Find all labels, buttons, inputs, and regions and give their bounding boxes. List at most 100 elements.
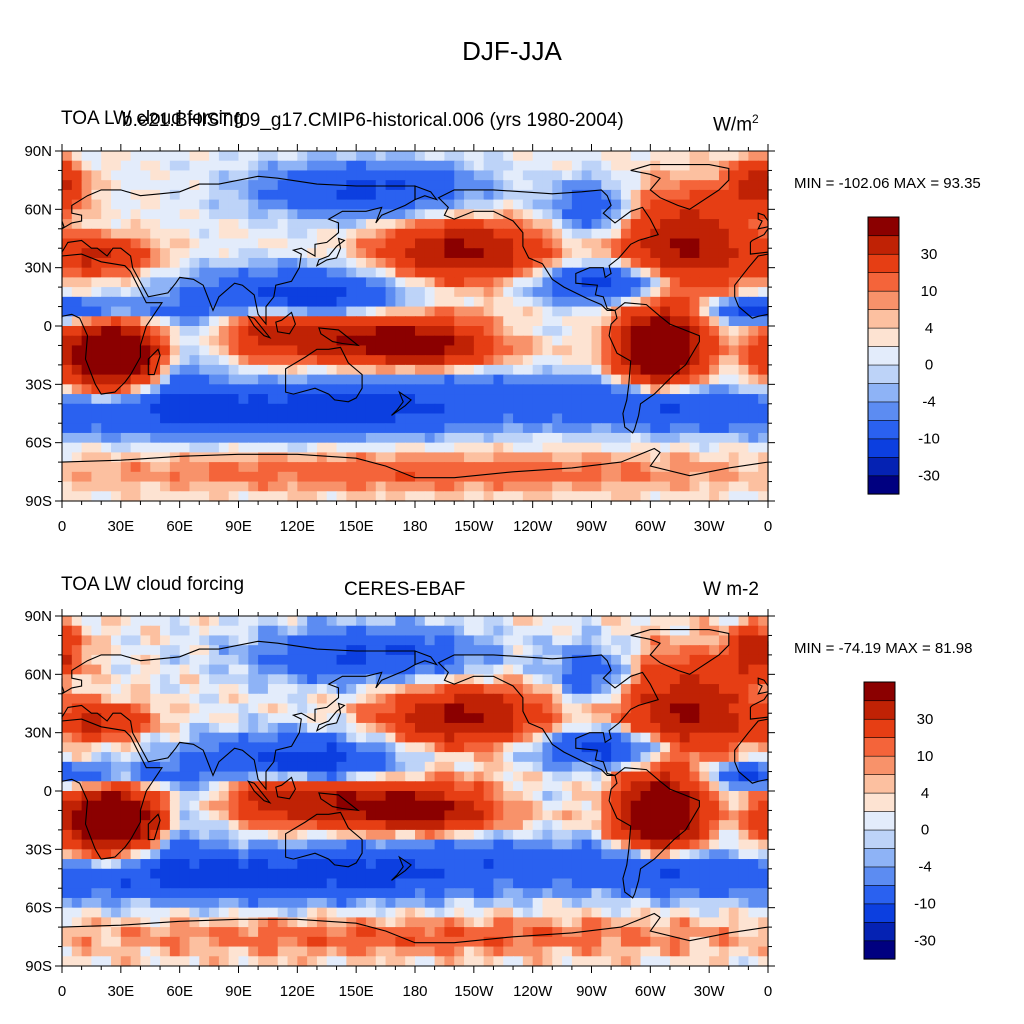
field-cell	[454, 888, 465, 899]
field-cell	[405, 625, 416, 637]
field-cell	[375, 326, 387, 337]
field-cell	[709, 829, 720, 841]
field-cell	[669, 189, 681, 201]
field-cell	[356, 335, 367, 347]
field-cell	[581, 238, 593, 249]
field-cell	[689, 664, 700, 675]
field-cell	[297, 703, 308, 714]
field-cell	[326, 732, 338, 743]
field-cell	[473, 384, 485, 395]
field-cell	[493, 491, 504, 502]
field-cell	[581, 693, 593, 705]
field-cell	[552, 693, 563, 705]
field-cell	[513, 384, 524, 395]
field-cell	[464, 326, 475, 337]
field-cell	[552, 219, 563, 230]
field-cell	[650, 384, 661, 395]
field-cell	[591, 771, 602, 782]
coastline-borneo	[275, 311, 297, 335]
field-cell	[424, 151, 436, 162]
field-cell	[620, 160, 632, 172]
field-cell	[218, 820, 230, 831]
field-cell	[365, 326, 377, 337]
field-cell	[620, 442, 632, 453]
field-cell	[346, 635, 357, 646]
field-cell	[365, 732, 377, 743]
field-cell	[62, 868, 73, 880]
field-cell	[395, 791, 406, 802]
field-cell	[542, 355, 553, 366]
field-cell	[601, 800, 612, 812]
field-cell	[718, 732, 730, 743]
field-cell	[454, 742, 465, 753]
field-cell	[571, 491, 583, 502]
field-cell	[522, 791, 534, 802]
field-cell	[287, 839, 298, 850]
field-cell	[532, 664, 544, 675]
field-cell	[91, 625, 102, 637]
field-cell	[287, 625, 298, 637]
field-cell	[699, 849, 710, 860]
field-cell	[748, 471, 759, 483]
field-cell	[248, 829, 259, 841]
field-cell	[454, 907, 465, 918]
field-cell	[650, 151, 661, 162]
field-cell	[218, 868, 230, 880]
field-cell	[267, 403, 279, 415]
field-cell	[532, 442, 544, 453]
field-cell	[473, 326, 485, 337]
field-cell	[179, 209, 191, 220]
field-cell	[150, 674, 161, 685]
field-cell	[738, 452, 749, 463]
field-cell	[679, 791, 691, 802]
field-cell	[581, 442, 593, 453]
field-cell	[444, 209, 455, 220]
field-cell	[336, 228, 347, 240]
field-cell	[150, 693, 161, 705]
field-cell	[120, 732, 132, 743]
field-cell	[699, 800, 710, 812]
field-cell	[728, 781, 740, 792]
field-cell	[91, 742, 102, 753]
field-cell	[542, 752, 553, 763]
field-cell	[316, 859, 328, 870]
field-cell	[130, 394, 142, 405]
field-cell	[669, 209, 681, 220]
field-cell	[689, 170, 700, 181]
field-cell	[709, 199, 720, 210]
field-cell	[581, 742, 593, 753]
field-cell	[336, 364, 347, 376]
field-cell	[199, 180, 210, 191]
field-cell	[326, 829, 338, 841]
field-cell	[738, 238, 749, 249]
field-cell	[405, 820, 416, 831]
field-cell	[218, 151, 230, 162]
field-cell	[699, 462, 710, 473]
field-cell	[601, 364, 612, 376]
field-cell	[160, 645, 171, 656]
field-cell	[395, 151, 406, 162]
field-cell	[601, 199, 612, 210]
field-cell	[326, 878, 338, 889]
field-cell	[199, 771, 210, 782]
field-cell	[464, 791, 475, 802]
field-cell	[611, 732, 622, 743]
field-cell	[346, 364, 357, 376]
field-cell	[434, 859, 446, 870]
field-cell	[228, 209, 240, 220]
field-cell	[385, 471, 396, 483]
field-cell	[473, 625, 485, 637]
field-cell	[718, 248, 730, 259]
field-cell	[101, 820, 112, 831]
field-cell	[71, 248, 83, 259]
field-cell	[179, 859, 191, 870]
field-cell	[179, 635, 191, 646]
field-cell	[326, 306, 338, 317]
field-cell	[640, 199, 651, 210]
field-cell	[81, 849, 93, 860]
field-cell	[532, 345, 544, 356]
field-cell	[424, 810, 436, 821]
field-cell	[81, 326, 93, 337]
field-cell	[101, 423, 112, 434]
field-cell	[199, 189, 210, 201]
